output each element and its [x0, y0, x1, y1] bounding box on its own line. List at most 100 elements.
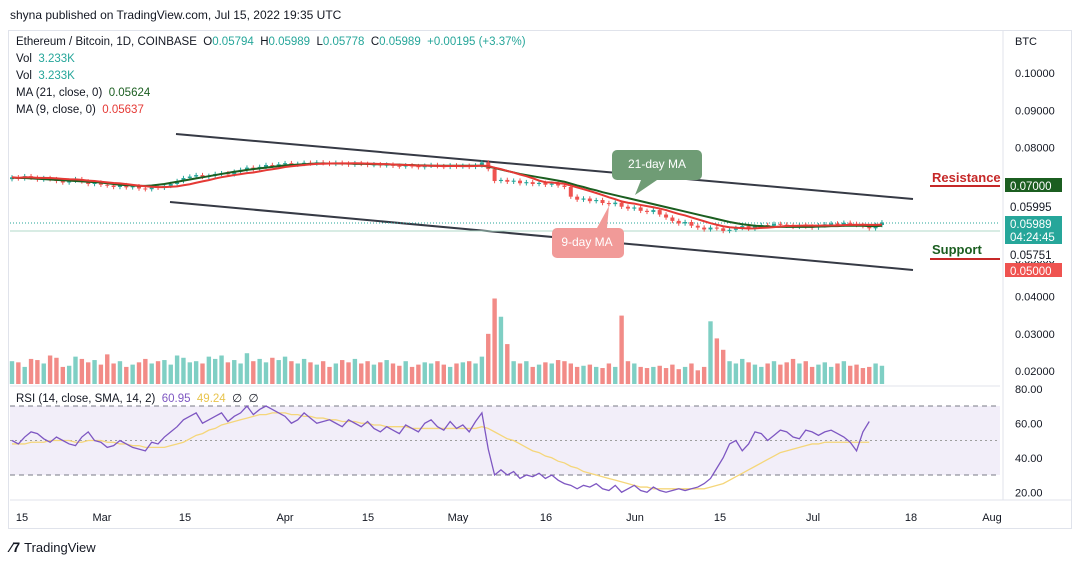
volume-bar [803, 361, 808, 384]
vol1-value: 3.233K [38, 53, 75, 65]
x-tick-label: Apr [276, 512, 293, 524]
volume-bar [663, 368, 669, 384]
ma9-label: MA (9, close, 0) [16, 104, 96, 116]
candle-body [721, 228, 726, 231]
volume-bar [689, 363, 694, 384]
candle [606, 200, 611, 207]
volume-bar [822, 362, 827, 384]
volume-bar [225, 362, 231, 384]
low-label: L [316, 36, 323, 48]
legend-symbol-row: Ethereum / Bitcoin, 1D, COINBASE O0.0579… [16, 34, 526, 51]
candle-body [530, 182, 535, 185]
candle-body [498, 179, 503, 182]
rsi-extra1: ∅ [232, 393, 243, 405]
volume-bar [219, 355, 224, 384]
volume-bar [244, 353, 250, 384]
volume-bar [657, 365, 662, 384]
candle-body [397, 165, 402, 167]
candle-body [733, 227, 738, 230]
candle-body [124, 185, 129, 188]
volume-bar [295, 363, 300, 384]
volume-bar [232, 360, 237, 384]
candle-body [835, 223, 840, 225]
y-tick-label: 0.10000 [1015, 68, 1055, 80]
candle [244, 165, 249, 173]
volume-bar [517, 363, 523, 384]
candle-body [708, 227, 713, 230]
volume-bar [695, 370, 700, 384]
candle [587, 196, 592, 204]
candle [505, 177, 510, 185]
candle-body [619, 202, 624, 207]
candle-body [689, 222, 694, 226]
volume-bar [867, 366, 872, 384]
legend-vol2: Vol 3.233K [16, 68, 75, 85]
volume-bar [136, 362, 142, 384]
volume-bar [384, 360, 389, 384]
candle-body [867, 226, 872, 229]
volume-bar [498, 316, 504, 384]
ma21-label: MA (21, close, 0) [16, 87, 103, 99]
candle [575, 194, 580, 202]
volume-bar [638, 366, 643, 384]
candle-body [657, 210, 662, 215]
candle-body [714, 227, 719, 229]
candle [651, 207, 656, 215]
candle-body [543, 182, 548, 185]
candle-body [168, 184, 173, 186]
volume-bar [486, 333, 491, 384]
legend-ma9: MA (9, close, 0) 0.05637 [16, 102, 144, 119]
candle-body [695, 225, 700, 228]
volume-bar [740, 358, 745, 384]
x-tick-label: Aug [982, 512, 1002, 524]
candle-body [562, 185, 567, 187]
volume-bar [422, 362, 427, 384]
volume-bar [848, 365, 853, 384]
ma9-callout [552, 206, 624, 258]
candle-body [270, 165, 275, 167]
volume-bar [435, 361, 440, 384]
candle-body [92, 182, 97, 185]
volume-bar [28, 358, 34, 384]
volume-bar [98, 364, 104, 384]
vol2-label: Vol [16, 70, 32, 82]
volume-bar [784, 362, 789, 384]
ma9-value: 0.05637 [102, 104, 144, 116]
x-tick-label: Mar [93, 512, 112, 524]
volume-bar [168, 364, 173, 384]
candle-body [232, 171, 237, 175]
support-label: Support [932, 242, 982, 257]
candle-body [264, 165, 268, 167]
volume-bar [467, 361, 472, 384]
candle [568, 184, 573, 199]
volume-bar [149, 363, 154, 384]
volume-bar [301, 358, 307, 384]
vol1-label: Vol [16, 53, 32, 65]
volume-bar [155, 361, 161, 384]
candle-body [645, 210, 649, 212]
volume-bar [536, 364, 542, 384]
close-value: 0.05989 [379, 36, 421, 48]
y-tick-label: 0.03000 [1015, 329, 1055, 341]
change-value: +0.00195 (+3.37%) [427, 36, 526, 48]
candle-body [549, 183, 554, 185]
candle-body [187, 176, 192, 179]
candle-body [111, 185, 116, 187]
candle-body [727, 229, 732, 231]
x-tick-label: Jul [806, 512, 820, 524]
legend-rsi: RSI (14, close, SMA, 14, 2) 60.95 49.24 … [16, 391, 259, 408]
candle [524, 179, 529, 186]
candle-body [181, 178, 186, 182]
volume-bar [606, 363, 612, 384]
volume-bar [206, 356, 212, 384]
candle-body [879, 222, 884, 225]
candle [181, 175, 186, 184]
volume-bar [327, 366, 332, 384]
candle-body [505, 179, 510, 182]
volume-bar [9, 361, 15, 384]
volume-bar [873, 363, 878, 384]
candle-body [664, 214, 669, 218]
candle-body [587, 198, 592, 202]
candle-body [149, 186, 154, 190]
